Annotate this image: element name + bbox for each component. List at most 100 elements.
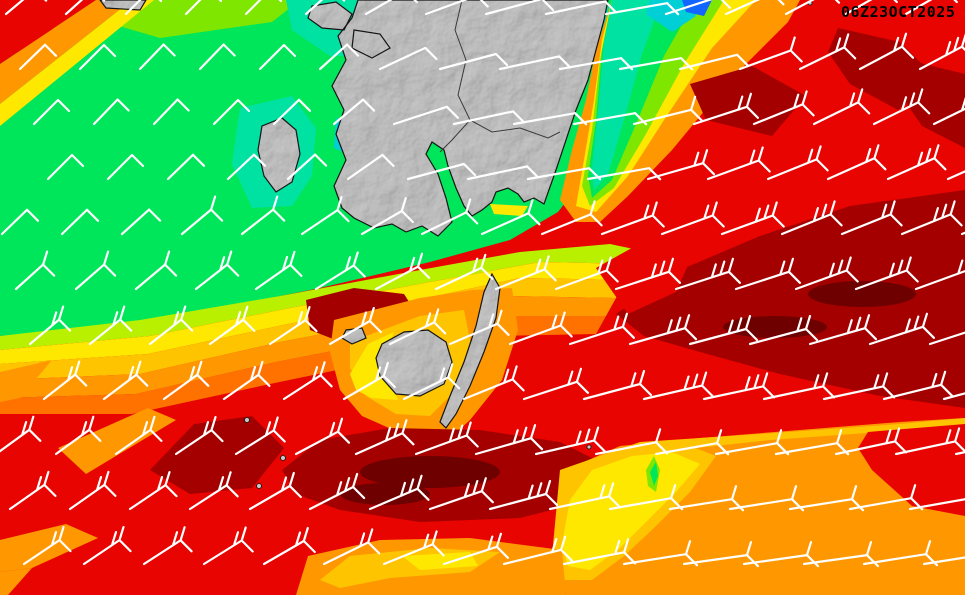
wind-barb-r7c6 <box>402 363 461 401</box>
wind-barb-r2c1 <box>92 98 130 126</box>
wind-barb-r9c3 <box>188 471 239 511</box>
wind-barb-r0c13 <box>784 0 841 16</box>
wind-barb-r7c1 <box>102 360 149 401</box>
wind-barb-r5c4 <box>254 250 303 291</box>
corner-stripe-yellow <box>0 0 154 126</box>
wind-barb-r3c0 <box>46 153 85 181</box>
wind-barb-r6c2 <box>148 305 194 346</box>
wind-barb-r6c0 <box>28 305 72 346</box>
island-nw-b-coast <box>351 29 391 59</box>
green-sliver-se <box>650 462 658 486</box>
wind-barb-r8c0 <box>0 415 42 453</box>
yellow-patch-se <box>562 452 700 570</box>
wind-barb-r1c5 <box>318 43 360 71</box>
island-nw-b <box>352 30 390 58</box>
wind-barb-r0c3 <box>184 0 223 16</box>
islet-0 <box>244 417 250 423</box>
wind-barb-r6c3 <box>208 305 256 346</box>
wind-barb-r5c9 <box>554 256 619 291</box>
wind-barb-r6c13 <box>808 314 878 346</box>
wind-barb-r6c5 <box>328 306 382 346</box>
wind-barb-r4c5 <box>300 196 350 236</box>
wind-barb-r4c6 <box>360 196 414 236</box>
wind-barb-r6c8 <box>508 311 573 346</box>
wind-barb-r8c1 <box>54 415 102 456</box>
maroon-blob-c <box>900 62 965 148</box>
wind-barbs <box>0 0 965 568</box>
wind-barb-r10c3 <box>202 526 254 566</box>
island-tanegashima <box>440 274 500 428</box>
wind-barb-r2c13 <box>812 88 871 126</box>
wind-barb-r7c14 <box>882 370 954 401</box>
wind-barb-r0c11 <box>664 0 731 16</box>
wind-barb-r0c1 <box>64 0 106 16</box>
island-koshiki-coast <box>257 117 301 193</box>
wind-barb-r1c1 <box>78 43 117 71</box>
wind-barb-r9c12 <box>728 485 805 512</box>
wind-barb-r1c11 <box>678 53 750 71</box>
wind-barb-r4c13 <box>780 200 843 236</box>
wind-barb-r5c14 <box>854 256 919 291</box>
wind-barb-r8c2 <box>114 415 163 456</box>
wind-barb-r0c8 <box>484 0 555 16</box>
island-yakushima <box>376 330 452 396</box>
wind-barb-r1c6 <box>378 46 438 71</box>
wind-barb-r5c8 <box>494 255 557 291</box>
wind-barb-r2c5 <box>332 98 376 126</box>
wind-barb-r8c9 <box>534 426 607 456</box>
wind-barb-r10c2 <box>142 526 193 566</box>
kyushu-mainland-coast <box>331 0 609 237</box>
wind-barb-r7c0 <box>42 360 88 401</box>
wind-barb-r9c0 <box>8 470 57 511</box>
wind-barb-r2c4 <box>272 98 312 126</box>
red-patch-1 <box>596 238 700 314</box>
wind-barb-r3c10 <box>646 149 716 181</box>
wind-barb-r7c5 <box>342 361 396 401</box>
wind-barb-r4c0 <box>0 208 40 236</box>
wind-barb-r3c1 <box>106 153 145 181</box>
wind-barb-r3c4 <box>286 153 328 181</box>
bay-water-green <box>420 136 472 230</box>
wind-barb-r0c4 <box>244 0 283 16</box>
wind-barb-r5c6 <box>374 252 431 291</box>
wind-barb-r0c12 <box>724 0 785 16</box>
wind-barb-r1c8 <box>498 55 572 71</box>
wind-barb-r10c4 <box>262 526 316 566</box>
lightgreen-streak-top <box>112 0 300 38</box>
wind-barb-r9c9 <box>548 482 622 511</box>
wind-barb-r9c5 <box>308 472 366 511</box>
wind-barb-r0c7 <box>424 0 489 16</box>
wind-barb-r4c2 <box>120 208 162 236</box>
wind-barb-r3c3 <box>226 153 267 181</box>
wind-barb-r1c2 <box>138 43 176 71</box>
wind-barb-r9c13 <box>788 485 865 512</box>
wind-barb-r6c7 <box>448 309 510 346</box>
wind-barb-r9c8 <box>488 479 559 511</box>
wind-barb-r9c6 <box>368 474 430 511</box>
wind-barb-r3c9 <box>586 167 662 181</box>
wind-barb-r2c0 <box>32 98 71 126</box>
island-koshiki <box>258 118 300 192</box>
wind-barb-r5c10 <box>614 257 681 291</box>
wind-barb-r9c7 <box>428 477 494 511</box>
orange-streak-1 <box>0 360 52 402</box>
wind-barb-r10c5 <box>322 528 381 566</box>
wind-barb-r1c12 <box>738 36 803 71</box>
wind-barb-r2c10 <box>632 95 704 126</box>
wind-barb-r2c3 <box>212 98 251 126</box>
maroon-belt-east <box>616 190 965 408</box>
wind-barb-r5c3 <box>194 250 240 291</box>
wind-barb-r0c5 <box>304 0 346 16</box>
wind-barb-r8c6 <box>354 419 415 456</box>
wind-barb-r3c13 <box>826 144 887 181</box>
islet-3 <box>586 444 592 450</box>
wind-barb-r4c11 <box>660 201 725 236</box>
wind-barb-r1c0 <box>18 43 58 71</box>
islet-2 <box>280 455 286 461</box>
wind-barb-r3c11 <box>706 146 771 181</box>
wind-barb-r4c12 <box>720 201 785 236</box>
darkspot-3 <box>360 456 500 488</box>
wind-barb-r4c15 <box>900 200 963 236</box>
timestamp-overlay: 06Z23OCT2025 <box>841 3 956 21</box>
